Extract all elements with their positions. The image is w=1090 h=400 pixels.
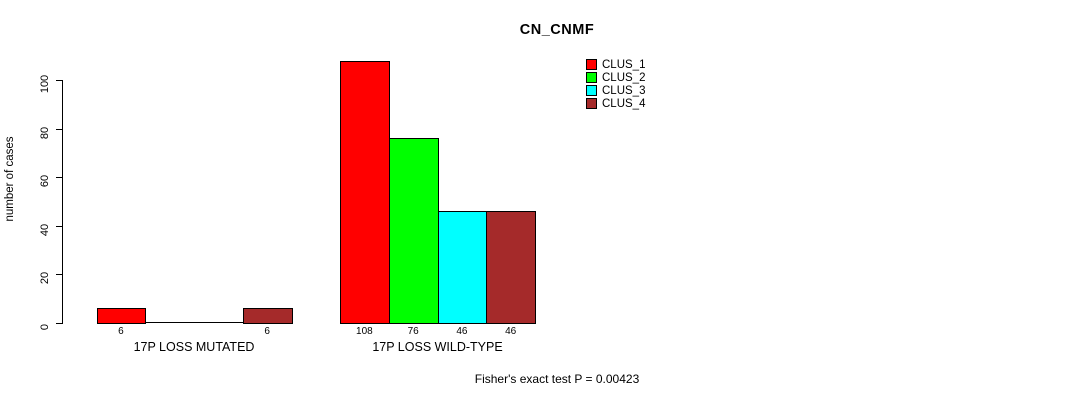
- y-axis-tick: [56, 80, 62, 81]
- y-axis-tick: [56, 225, 62, 227]
- bar-value-label: 76: [407, 326, 419, 337]
- bar-value-label: 6: [264, 326, 270, 337]
- bar-clus_1-group2: [340, 60, 390, 324]
- y-axis-tick-label-text: 20: [39, 272, 51, 285]
- bar-clus_2-group1-zero: [145, 322, 195, 323]
- y-axis-tick: [56, 323, 62, 324]
- chart-title: CN_CNMF: [519, 22, 595, 38]
- y-axis-tick-label-text: 40: [39, 223, 51, 236]
- y-axis-tick-label-text: 80: [39, 126, 51, 139]
- bar-value-label: 46: [456, 326, 468, 337]
- legend-item-label: CLUS_2: [602, 71, 646, 84]
- bar-clus_4-group2: [486, 211, 536, 324]
- legend-color-swatch: [586, 98, 597, 109]
- y-axis-tick-label-text: 100: [39, 74, 51, 94]
- y-axis-tick: [56, 128, 62, 130]
- legend-color-swatch: [586, 85, 597, 96]
- legend-color-swatch: [586, 72, 597, 83]
- y-axis-line: [62, 80, 63, 324]
- bar-value-label: 108: [356, 326, 373, 337]
- legend-item-clus_3: CLUS_3: [586, 84, 645, 97]
- category-label: 17P LOSS WILD-TYPE: [372, 340, 503, 354]
- y-axis-tick: [56, 274, 62, 276]
- fisher-test-annotation: Fisher's exact test P = 0.00423: [474, 372, 640, 386]
- bar-clus_1-group1: [96, 308, 147, 324]
- legend-color-swatch: [586, 59, 597, 70]
- bar-value-label: 46: [505, 326, 517, 337]
- y-axis-label-text: number of cases: [4, 136, 16, 222]
- legend-item-clus_1: CLUS_1: [586, 58, 645, 71]
- legend-item-clus_2: CLUS_2: [586, 71, 645, 84]
- category-label: 17P LOSS MUTATED: [133, 340, 255, 354]
- bar-clus_3-group2: [437, 211, 488, 324]
- legend-item-clus_4: CLUS_4: [586, 97, 645, 110]
- bar-clus_3-group1-zero: [194, 322, 244, 323]
- y-axis-tick-label-text: 60: [39, 175, 51, 188]
- y-axis-tick-label-text: 0: [39, 323, 51, 331]
- bar-clus_4-group1: [242, 308, 293, 324]
- legend-item-label: CLUS_4: [602, 97, 646, 110]
- legend: CLUS_1 CLUS_2 CLUS_3 CLUS_4: [586, 58, 645, 110]
- bar-value-label: 6: [118, 326, 124, 337]
- y-axis-tick: [56, 177, 62, 179]
- legend-item-label: CLUS_3: [602, 84, 646, 97]
- legend-item-label: CLUS_1: [602, 58, 646, 71]
- bar-clus_2-group2: [388, 138, 439, 324]
